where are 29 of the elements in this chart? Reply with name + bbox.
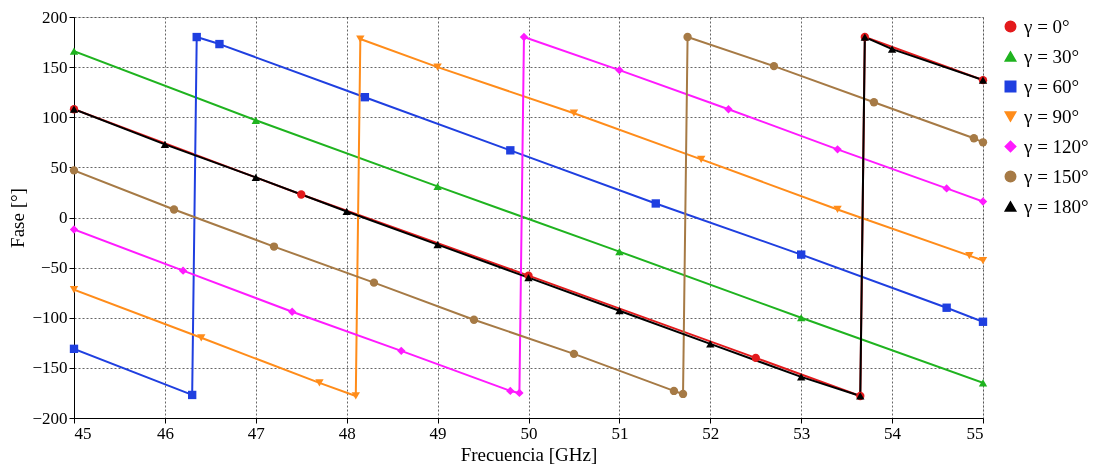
y-tick-label: 100 [42, 107, 68, 127]
x-tick-label: 47 [247, 423, 266, 443]
x-tick-label: 50 [520, 423, 538, 443]
x-tick-label: 55 [966, 423, 984, 443]
x-tick-label: 46 [156, 423, 174, 443]
y-tick-label: −50 [40, 258, 68, 278]
x-tick-label: 52 [702, 423, 720, 443]
x-tick-label: 49 [429, 423, 447, 443]
y-tick-label: −200 [32, 408, 68, 428]
legend-label: γ = 180° [1023, 195, 1089, 217]
x-tick-label: 51 [611, 423, 629, 443]
legend-label: γ = 150° [1023, 165, 1089, 187]
y-tick-label: −150 [32, 358, 68, 378]
x-axis-title: Frecuencia [GHz] [460, 443, 598, 465]
x-tick-label: 48 [338, 423, 356, 443]
y-axis-title: Fase [°] [7, 188, 29, 248]
y-tick-label: 150 [42, 57, 68, 77]
legend-label: γ = 90° [1023, 105, 1080, 127]
legend-label: γ = 30° [1023, 45, 1080, 67]
x-tick-label: 53 [793, 423, 811, 443]
y-tick-label: 0 [59, 208, 68, 227]
x-tick-label: 54 [884, 423, 902, 443]
y-tick-label: 200 [42, 7, 68, 27]
legend-label: γ = 0° [1023, 15, 1070, 37]
y-tick-label: 50 [50, 157, 68, 177]
legend-label: γ = 60° [1023, 75, 1080, 97]
y-tick-label: −100 [32, 308, 68, 328]
x-tick-label: 45 [74, 423, 92, 443]
legend-label: γ = 120° [1023, 135, 1089, 157]
